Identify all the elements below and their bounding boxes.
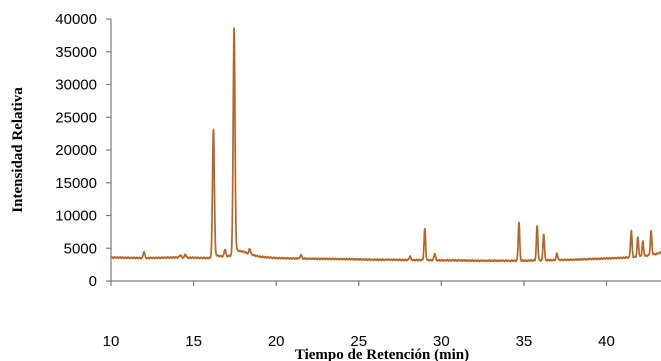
x-tick-label: 25 [350,333,367,350]
y-tick-label: 10000 [55,208,97,225]
y-axis-ticks: 0 5000 10000 15000 20000 25000 30000 35000 40000 [55,11,111,290]
chromatogram-series-line [110,27,661,263]
x-axis-title: Tiempo de Retención (min) [295,347,469,361]
y-tick-label: 15000 [55,175,97,192]
x-tick-label: 30 [433,333,450,350]
y-tick-label: 25000 [55,109,97,126]
x-tick-label: 10 [103,333,120,350]
x-tick-label: 35 [516,333,533,350]
x-tick-label: 20 [268,333,285,350]
y-axis-title: Intensidad Relativa [10,87,26,213]
x-tick-label: 40 [598,333,615,350]
y-tick-label: 40000 [55,11,97,28]
y-tick-label: 5000 [64,240,97,257]
y-tick-label: 35000 [55,44,97,61]
x-tick-label: 15 [185,333,202,350]
y-tick-label: 30000 [55,77,97,94]
x-axis-ticks: 10 15 20 25 30 35 40 [103,281,615,350]
y-tick-label: 0 [89,273,97,290]
y-tick-label: 20000 [55,142,97,159]
